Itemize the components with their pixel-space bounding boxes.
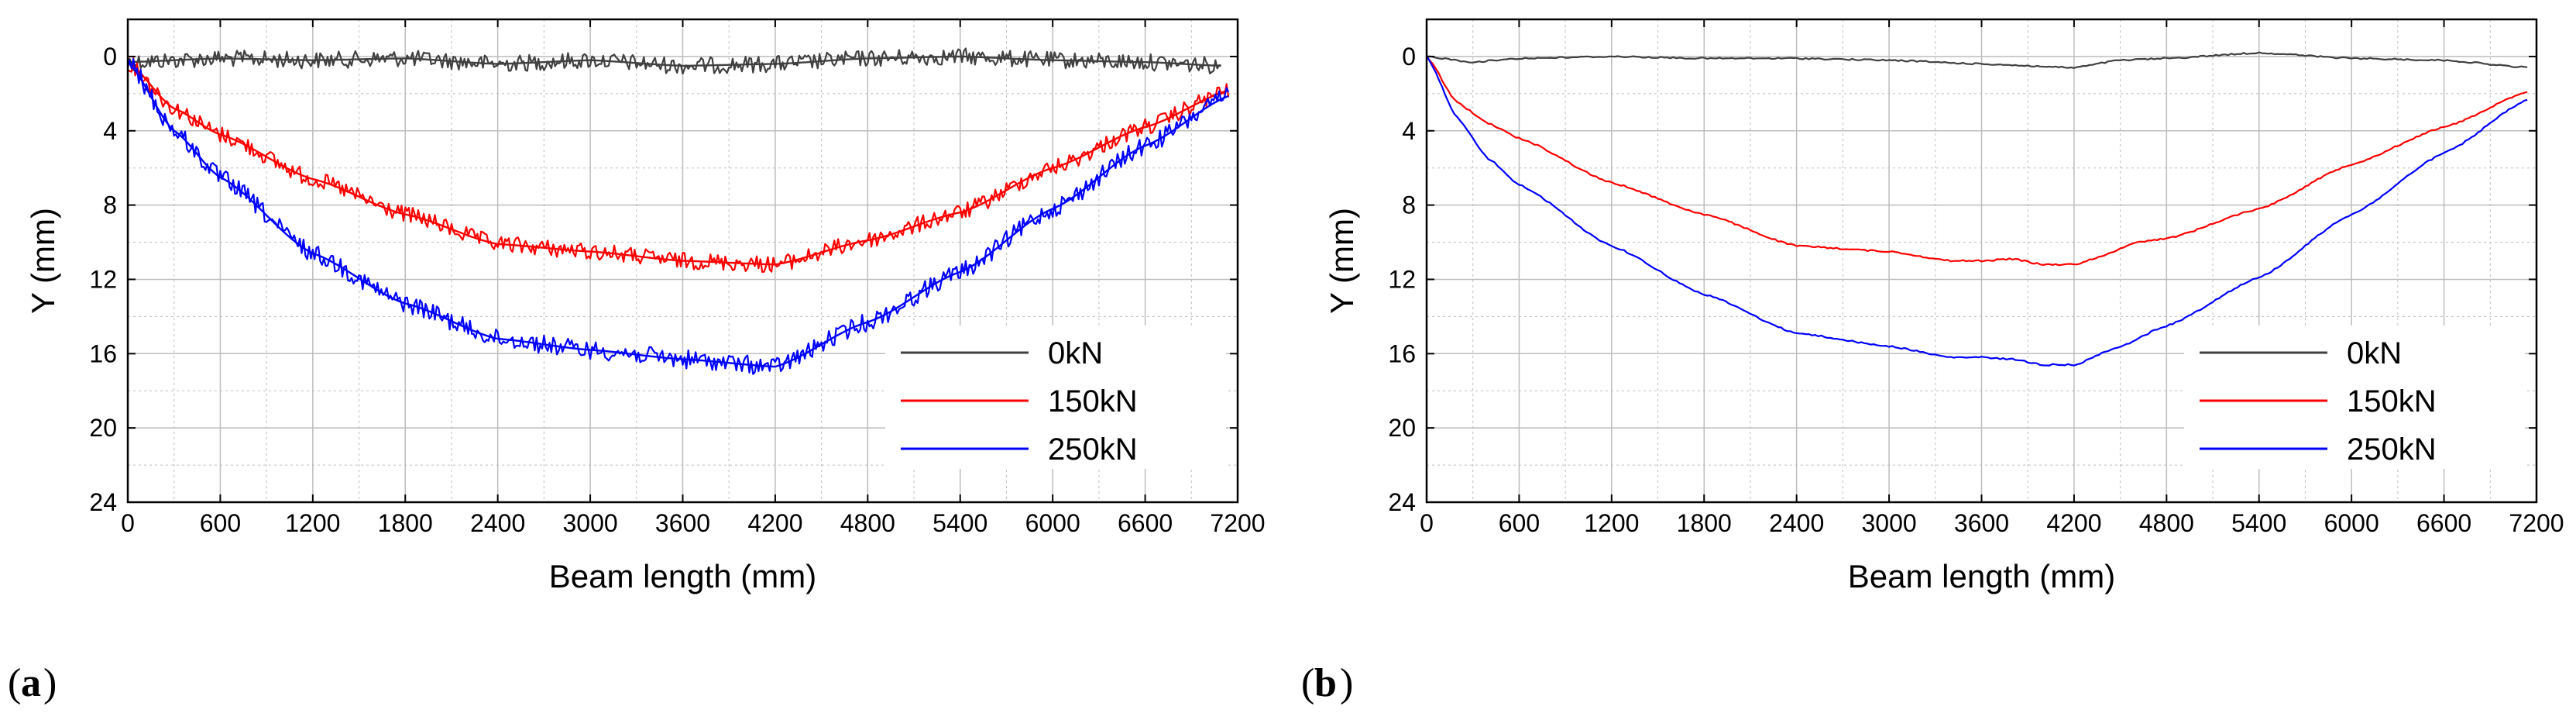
y-tick-label: 20 — [1388, 414, 1416, 442]
y-tick-label: 12 — [89, 265, 117, 293]
x-tick-label: 4800 — [840, 509, 895, 537]
chart-b-ticks: 0 600 1200 1800 2400 3000 3600 4200 4800 5400 6000… — [1388, 19, 2564, 537]
x-tick-label: 3600 — [1954, 509, 2009, 537]
x-tick-label: 1200 — [1584, 509, 1639, 537]
x-tick-label: 5400 — [933, 509, 987, 537]
chart-a-ticks: 0 600 1200 1800 2400 3000 3600 4200 4800 5400 6000… — [89, 19, 1266, 537]
x-tick-label: 5400 — [2231, 509, 2286, 537]
chart-a-xlabel: Beam length (mm) — [549, 558, 816, 594]
x-tick-label: 6000 — [2324, 509, 2379, 537]
series-trend-250kN — [127, 61, 1229, 368]
series-line-0kN — [126, 47, 1221, 75]
panel-label-b: ( b ) — [1301, 661, 1353, 705]
x-tick-label: 7200 — [2509, 509, 2564, 537]
svg-text:(: ( — [1301, 661, 1314, 705]
x-tick-label: 7200 — [1210, 509, 1265, 537]
x-tick-label: 4200 — [2046, 509, 2101, 537]
y-tick-label: 4 — [103, 117, 117, 145]
x-tick-label: 6600 — [2416, 509, 2471, 537]
x-tick-label: 1800 — [1677, 509, 1732, 537]
x-tick-label: 2400 — [1769, 509, 1824, 537]
svg-text:): ) — [43, 661, 57, 705]
x-tick-label: 3000 — [1861, 509, 1916, 537]
y-tick-label: 0 — [103, 43, 117, 71]
y-tick-label: 4 — [1402, 117, 1416, 145]
legend-label-250kN: 250kN — [1048, 432, 1138, 467]
series-trend-0kN — [128, 55, 1221, 67]
x-tick-label: 1800 — [378, 509, 433, 537]
y-tick-label: 16 — [1388, 339, 1416, 367]
chart-b-xlabel: Beam length (mm) — [1848, 558, 2115, 594]
x-tick-label: 2400 — [470, 509, 525, 537]
x-tick-label: 4800 — [2139, 509, 2194, 537]
legend-label-0kN: 0kN — [1048, 336, 1103, 370]
series-line-250kN — [126, 57, 1230, 375]
x-tick-label: 600 — [200, 509, 241, 537]
y-tick-label: 16 — [89, 339, 117, 367]
chart-b-legend-bg — [2184, 326, 2525, 469]
x-tick-label: 3000 — [562, 509, 617, 537]
x-tick-label: 6600 — [1118, 509, 1173, 537]
panel-label-a-letter: a — [21, 661, 41, 705]
y-tick-label: 8 — [1402, 191, 1416, 219]
panel-label-a: ( a ) — [8, 661, 57, 705]
y-tick-label: 0 — [1402, 43, 1416, 71]
chart-a-lines — [126, 47, 1230, 375]
series-line-250kN — [1426, 55, 2528, 367]
y-tick-label: 8 — [103, 191, 117, 219]
chart-a-legend-bg — [885, 326, 1226, 469]
legend-label-150kN: 150kN — [2347, 384, 2437, 419]
chart-panel-b: 0 600 1200 1800 2400 3000 3600 4200 4800 5400 6000… — [1301, 18, 2564, 705]
chart-a-ylabel: Y (mm) — [25, 208, 61, 314]
chart-b-ylabel: Y (mm) — [1324, 208, 1360, 314]
x-tick-label: 1200 — [285, 509, 340, 537]
series-trend-150kN — [127, 61, 1229, 266]
panel-label-b-letter: b — [1314, 661, 1337, 705]
y-tick-label: 20 — [89, 414, 117, 442]
x-tick-label: 3600 — [655, 509, 710, 537]
chart-b-legend: 0kN 150kN 250kN — [2184, 326, 2525, 469]
svg-text:): ) — [1340, 661, 1353, 705]
x-tick-label: 6000 — [1025, 509, 1080, 537]
series-line-0kN — [1427, 51, 2528, 69]
svg-text:(: ( — [8, 661, 21, 705]
x-tick-label: 0 — [121, 509, 135, 537]
chart-a-legend: 0kN 150kN 250kN — [885, 326, 1226, 469]
x-tick-label: 600 — [1499, 509, 1540, 537]
y-tick-label: 24 — [89, 488, 117, 516]
legend-label-250kN: 250kN — [2347, 432, 2437, 467]
x-tick-label: 4200 — [747, 509, 802, 537]
legend-label-150kN: 150kN — [1048, 384, 1138, 419]
chart-panel-a: 0 600 1200 1800 2400 3000 3600 4200 4800 5400 6000… — [8, 18, 1266, 705]
series-line-150kN — [1426, 56, 2528, 267]
x-tick-label: 0 — [1420, 509, 1434, 537]
y-tick-label: 12 — [1388, 265, 1416, 293]
legend-label-0kN: 0kN — [2347, 336, 2402, 370]
y-tick-label: 24 — [1388, 488, 1416, 516]
chart-b-lines — [1426, 51, 2528, 367]
